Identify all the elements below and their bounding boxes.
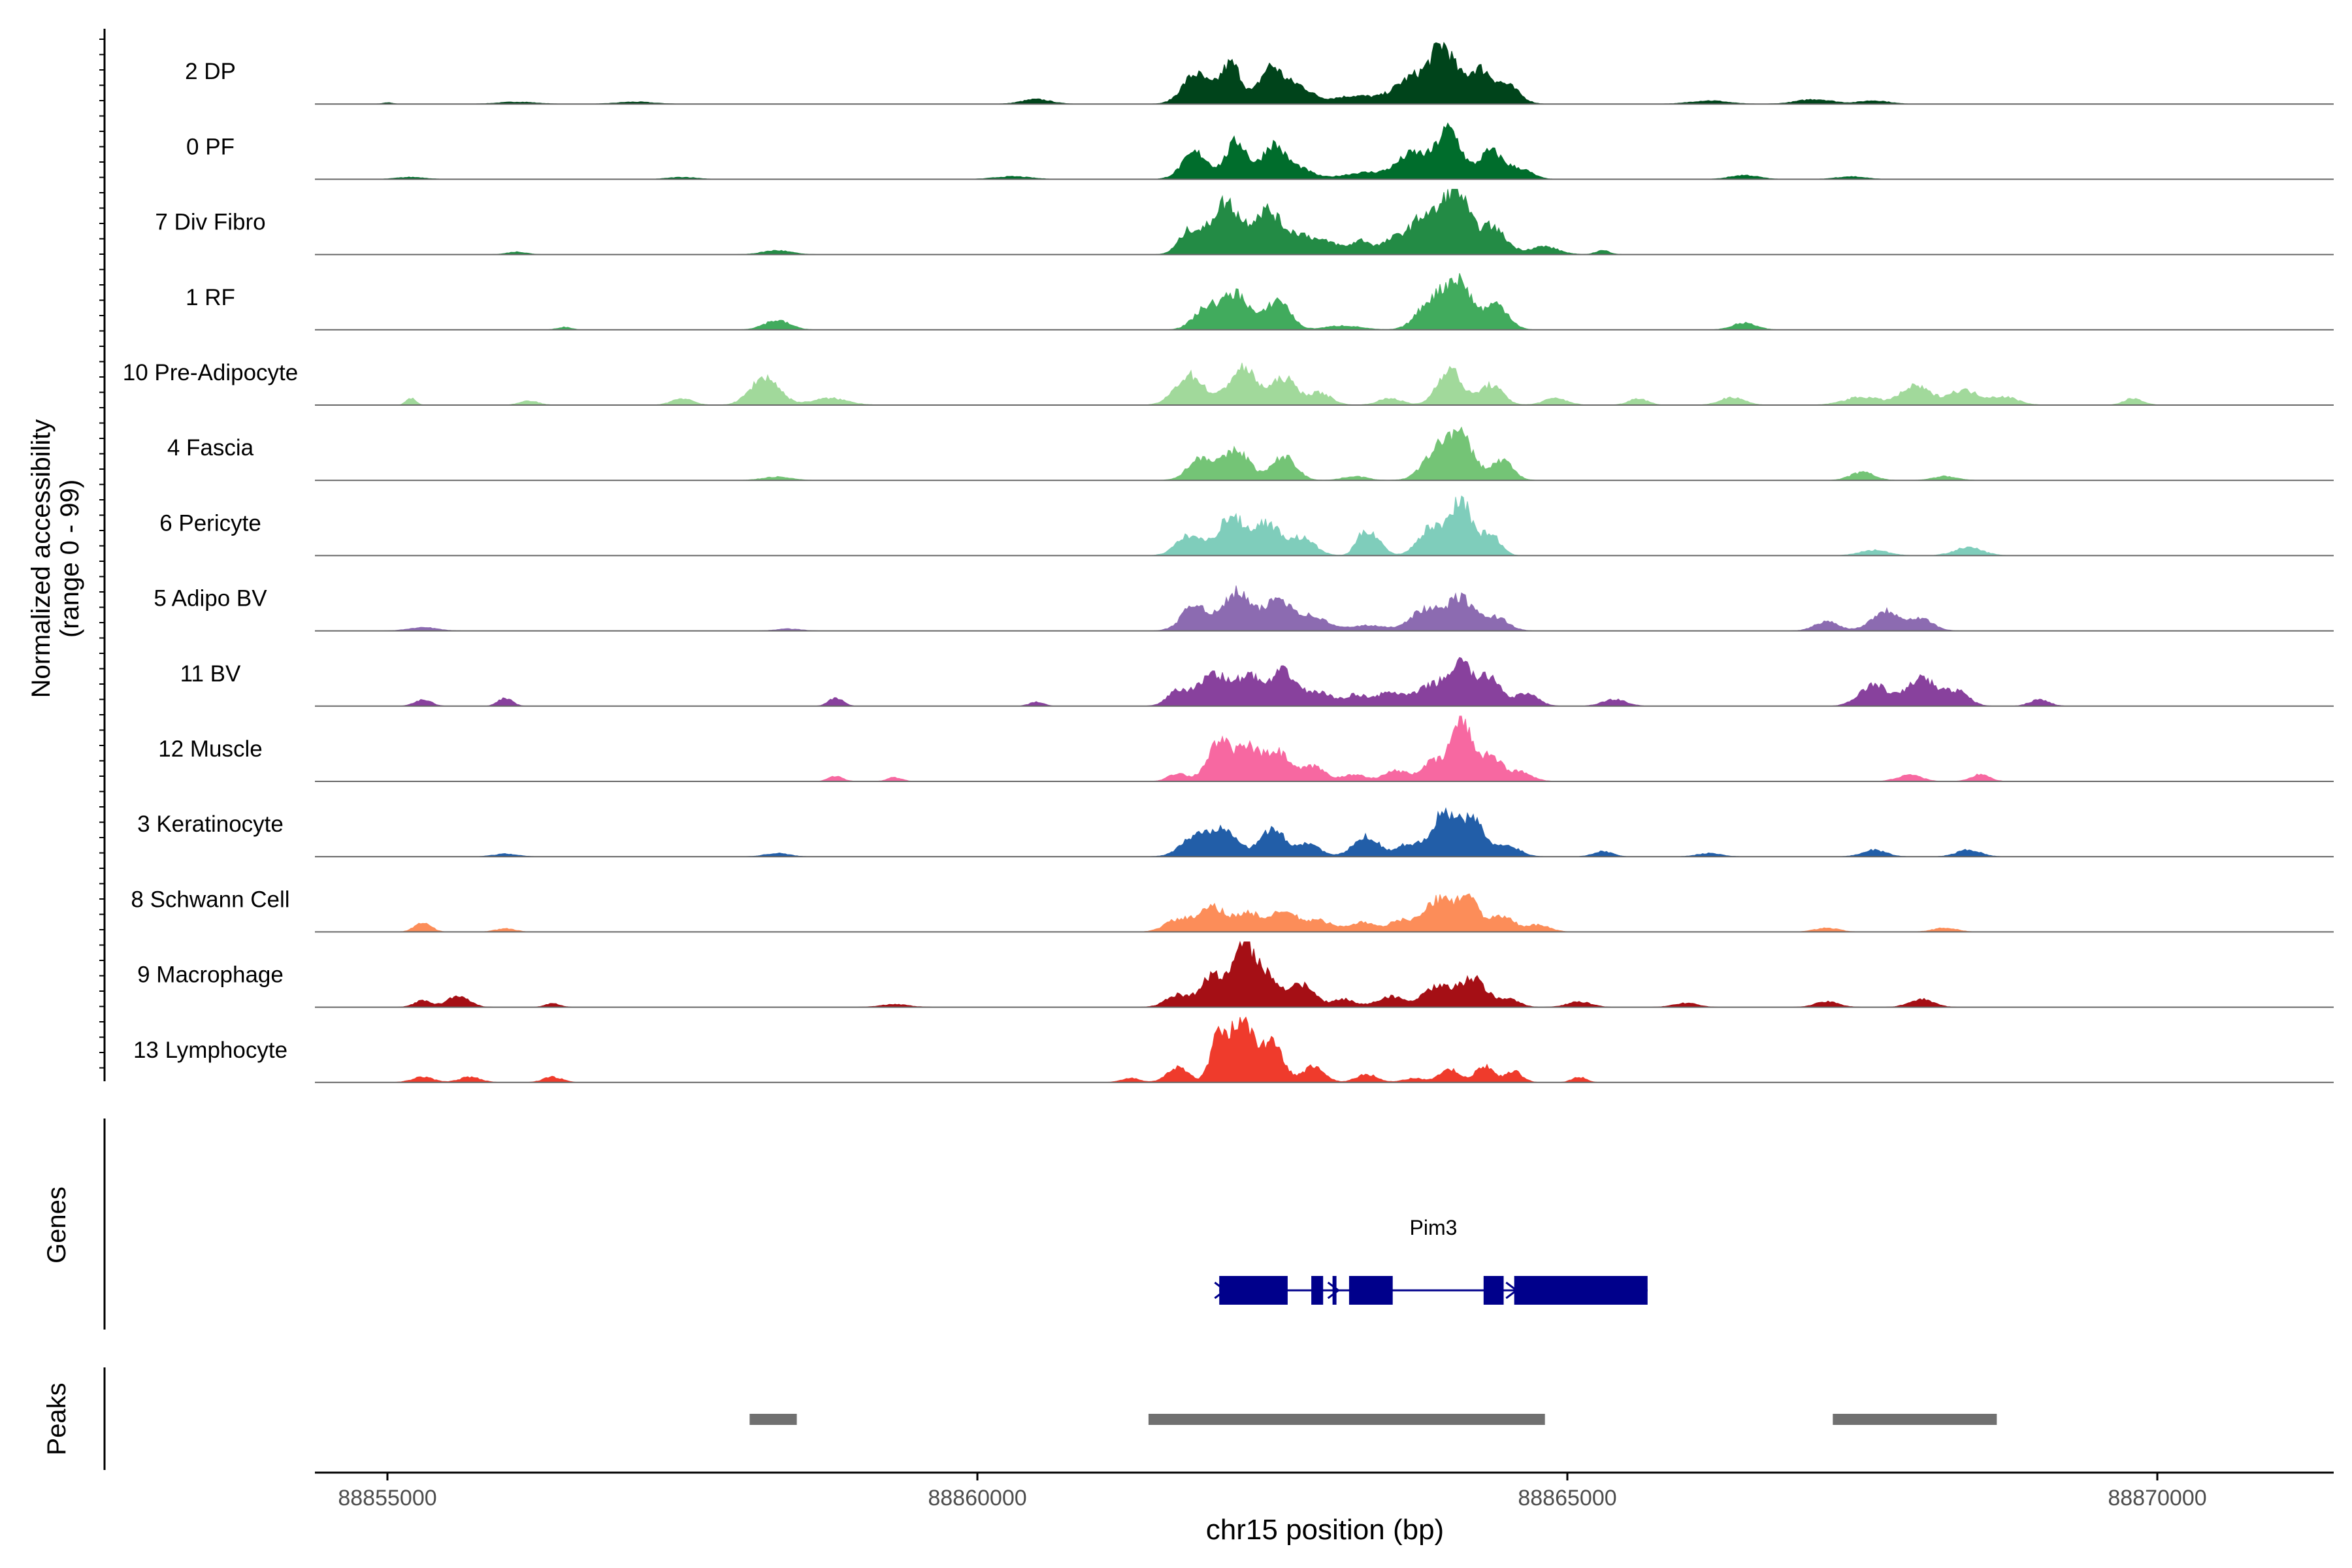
- track-2: 0 PF: [186, 122, 2334, 180]
- tracks-y-axis-ticks: [99, 39, 105, 1069]
- track-9: 11 BV: [180, 657, 2334, 707]
- tracks-ylabel-line2: (range 0 - 99): [56, 480, 84, 638]
- track-label: 3 Keratinocyte: [137, 811, 284, 837]
- gene-exon: [1332, 1276, 1337, 1305]
- track-13: 9 Macrophage: [137, 940, 2334, 1008]
- x-tick-label: 88860000: [928, 1486, 1026, 1511]
- track-5: 10 Pre-Adipocyte: [123, 360, 2334, 406]
- track-11: 3 Keratinocyte: [137, 807, 2334, 858]
- track-label: 12 Muscle: [158, 736, 263, 762]
- track-label: 4 Fascia: [167, 435, 254, 461]
- gene-exon: [1348, 1276, 1393, 1305]
- track-label: 10 Pre-Adipocyte: [123, 360, 298, 385]
- track-14: 13 Lymphocyte: [133, 1016, 2334, 1083]
- x-tick-label: 88865000: [1518, 1486, 1616, 1511]
- track-label: 7 Div Fibro: [155, 210, 265, 235]
- genes-ylabel: Genes: [42, 1186, 71, 1264]
- peak-track: [749, 1414, 1997, 1425]
- peak-region: [749, 1414, 797, 1425]
- track-8: 5 Adipo BV: [154, 585, 2334, 632]
- track-label: 9 Macrophage: [137, 962, 284, 988]
- x-axis-ticks: 88855000 88860000 88865000 88870000: [338, 1473, 2207, 1511]
- gene-label: Pim3: [1410, 1216, 1458, 1239]
- x-axis-title: chr15 position (bp): [1206, 1514, 1444, 1546]
- track-label: 11 BV: [180, 661, 241, 687]
- track-1: 2 DP: [185, 41, 2334, 105]
- peak-region: [1148, 1414, 1545, 1425]
- track-10: 12 Muscle: [158, 715, 2334, 782]
- x-tick-label: 88870000: [2108, 1486, 2206, 1511]
- gene-exon: [1219, 1276, 1288, 1305]
- track-7: 6 Pericyte: [159, 495, 2334, 557]
- track-label: 5 Adipo BV: [154, 586, 267, 612]
- track-4: 1 RF: [186, 273, 2334, 331]
- strand-arrow: [1214, 1281, 1227, 1299]
- track-label: 6 Pericyte: [159, 510, 261, 536]
- strand-arrow: [1327, 1281, 1341, 1299]
- gene-exon: [1483, 1276, 1504, 1305]
- x-tick-label: 88855000: [338, 1486, 436, 1511]
- track-12: 8 Schwann Cell: [131, 887, 2334, 933]
- tracks-ylabel-line1: Normalized accessibility: [27, 419, 56, 698]
- peaks-ylabel: Peaks: [42, 1382, 71, 1455]
- peak-region: [1833, 1414, 1997, 1425]
- gene-exon: [1514, 1276, 1648, 1305]
- track-label: 1 RF: [186, 285, 235, 310]
- accessibility-tracks: 2 DP 0 PF 7 Div Fibro 1 RF 10 Pre-Adipocyte 4…: [123, 41, 2334, 1083]
- gene-exon: [1311, 1276, 1324, 1305]
- track-label: 8 Schwann Cell: [131, 887, 289, 912]
- gene-track: Pim3: [1214, 1216, 1648, 1305]
- track-6: 4 Fascia: [167, 426, 2334, 482]
- track-label: 2 DP: [185, 59, 236, 84]
- track-label: 0 PF: [186, 134, 235, 159]
- track-label: 13 Lymphocyte: [133, 1037, 287, 1063]
- track-3: 7 Div Fibro: [155, 189, 2334, 255]
- strand-arrow: [1505, 1281, 1518, 1299]
